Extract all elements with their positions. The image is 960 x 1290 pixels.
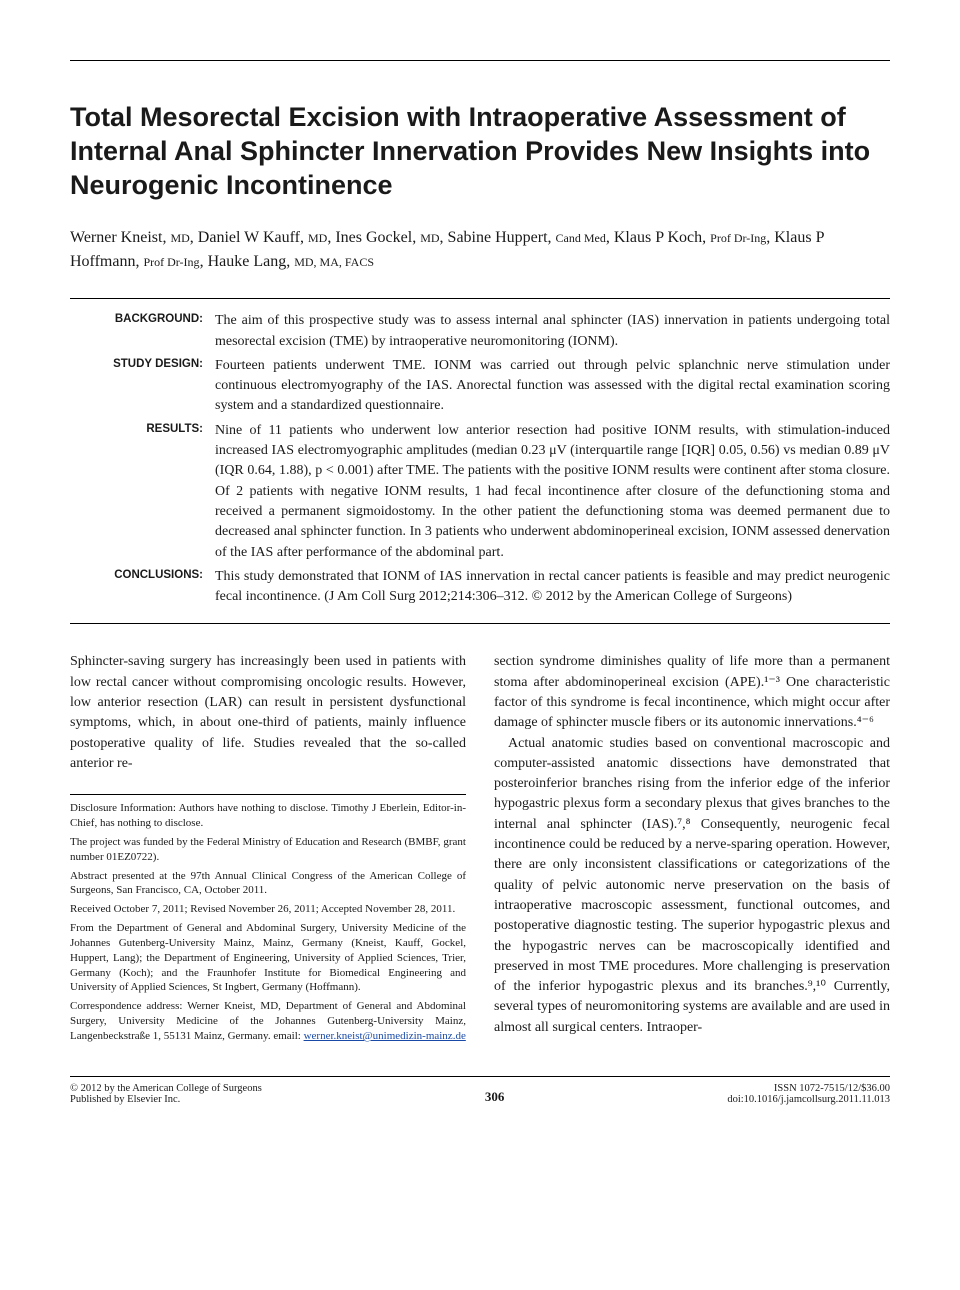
abstract-text: This study demonstrated that IONM of IAS… xyxy=(215,567,890,608)
article-title: Total Mesorectal Excision with Intraoper… xyxy=(70,101,890,202)
footer-copyright: © 2012 by the American College of Surgeo… xyxy=(70,1083,262,1094)
page-footer: © 2012 by the American College of Surgeo… xyxy=(70,1076,890,1105)
footnote-presented: Abstract presented at the 97th Annual Cl… xyxy=(70,869,466,899)
author-list: Werner Kneist, MD, Daniel W Kauff, MD, I… xyxy=(70,226,890,274)
paragraph: Actual anatomic studies based on convent… xyxy=(494,734,890,1038)
footer-issn: ISSN 1072-7515/12/$36.00 xyxy=(727,1083,890,1094)
abstract-row: RESULTS:Nine of 11 patients who underwen… xyxy=(100,421,890,563)
body-text: Sphincter-saving surgery has increasingl… xyxy=(70,652,890,1043)
footer-publisher: Published by Elsevier Inc. xyxy=(70,1094,262,1105)
structured-abstract: BACKGROUND:The aim of this prospective s… xyxy=(70,298,890,624)
footnote-received: Received October 7, 2011; Revised Novemb… xyxy=(70,902,466,917)
abstract-label: BACKGROUND: xyxy=(100,311,215,352)
footer-page-number: 306 xyxy=(262,1089,728,1105)
abstract-row: STUDY DESIGN:Fourteen patients underwent… xyxy=(100,356,890,417)
footnote-funding: The project was funded by the Federal Mi… xyxy=(70,835,466,865)
footer-left: © 2012 by the American College of Surgeo… xyxy=(70,1083,262,1105)
footnote-affiliations: From the Department of General and Abdom… xyxy=(70,921,466,995)
abstract-label: STUDY DESIGN: xyxy=(100,356,215,417)
abstract-text: The aim of this prospective study was to… xyxy=(215,311,890,352)
abstract-text: Nine of 11 patients who underwent low an… xyxy=(215,421,890,563)
correspondence-email[interactable]: werner.kneist@unimedizin-mainz.de xyxy=(304,1030,466,1042)
abstract-label: RESULTS: xyxy=(100,421,215,563)
paragraph: Sphincter-saving surgery has increasingl… xyxy=(70,652,466,774)
abstract-label: CONCLUSIONS: xyxy=(100,567,215,608)
footnote-correspondence: Correspondence address: Werner Kneist, M… xyxy=(70,999,466,1044)
abstract-text: Fourteen patients underwent TME. IONM wa… xyxy=(215,356,890,417)
footnotes-block: Disclosure Information: Authors have not… xyxy=(70,794,466,1044)
abstract-row: BACKGROUND:The aim of this prospective s… xyxy=(100,311,890,352)
abstract-row: CONCLUSIONS:This study demonstrated that… xyxy=(100,567,890,608)
footnote-disclosure: Disclosure Information: Authors have not… xyxy=(70,801,466,831)
top-rule xyxy=(70,60,890,61)
paragraph: section syndrome diminishes quality of l… xyxy=(494,652,890,733)
footer-right: ISSN 1072-7515/12/$36.00 doi:10.1016/j.j… xyxy=(727,1083,890,1105)
footer-doi: doi:10.1016/j.jamcollsurg.2011.11.013 xyxy=(727,1094,890,1105)
